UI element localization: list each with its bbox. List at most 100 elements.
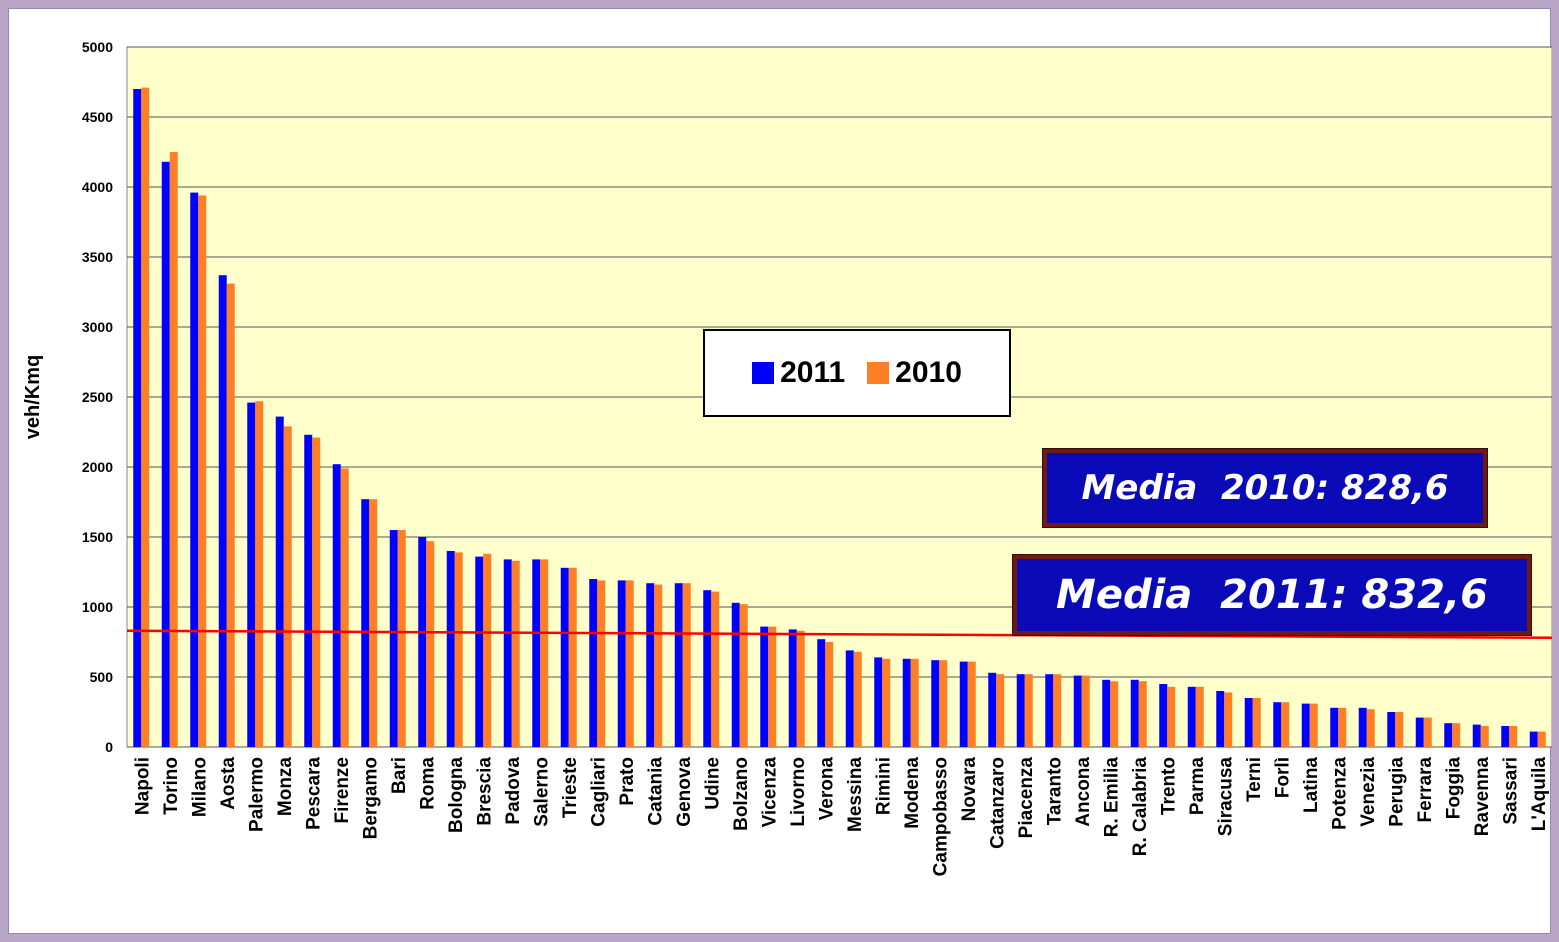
bar-2010-47 <box>1480 726 1489 747</box>
x-tick-label: Rimini <box>873 757 894 815</box>
bar-2011-37 <box>1187 686 1196 747</box>
media-2010-label: Media 2010: 828,6 <box>1081 468 1449 508</box>
bar-2010-38 <box>1224 692 1233 747</box>
bar-2010-33 <box>1081 675 1090 747</box>
y-tick-labels: 0 500 1000 1500 2000 2500 3000 3500 4000 4500 5000 <box>82 39 113 755</box>
bars <box>133 87 1546 748</box>
bar-2010-20 <box>711 591 720 747</box>
y-tick-label: 1000 <box>82 599 113 615</box>
x-tick-label: Novara <box>959 757 980 822</box>
bar-2010-7 <box>340 468 349 747</box>
bar-2010-24 <box>825 642 834 747</box>
bar-2010-16 <box>597 580 606 747</box>
x-tick-label: Bologna <box>446 757 467 833</box>
x-tick-label: Terni <box>1244 757 1265 802</box>
average-line <box>126 629 1552 640</box>
bar-2010-14 <box>540 559 549 747</box>
x-tick-label: Catanzaro <box>987 757 1008 849</box>
bar-2011-32 <box>1045 674 1054 747</box>
bar-2011-5 <box>275 416 284 747</box>
bar-2010-30 <box>996 674 1005 747</box>
x-tick-label: Bolzano <box>731 757 752 831</box>
y-axis-label: veh/Kmq <box>22 355 44 439</box>
bar-2010-29 <box>967 661 976 747</box>
bar-2011-42 <box>1330 707 1339 747</box>
bar-2010-21 <box>739 604 748 747</box>
bar-2010-0 <box>141 87 150 748</box>
bar-2010-46 <box>1452 723 1461 747</box>
bar-2011-27 <box>902 658 911 747</box>
bar-2010-31 <box>1024 674 1033 747</box>
x-tick-label: R. Emilia <box>1101 757 1122 838</box>
bar-2011-26 <box>874 657 883 747</box>
bar-2011-15 <box>560 567 569 747</box>
x-tick-label: Napoli <box>132 757 153 815</box>
bar-2011-17 <box>617 580 626 747</box>
x-tick-label: Foggia <box>1443 757 1464 820</box>
bar-2011-36 <box>1159 684 1168 747</box>
bar-2010-17 <box>625 580 634 747</box>
bar-2011-18 <box>646 583 655 747</box>
bar-2011-4 <box>247 402 256 747</box>
x-tick-label: Ravenna <box>1472 757 1493 837</box>
bar-2011-29 <box>959 661 968 747</box>
bar-2011-2 <box>190 192 199 748</box>
x-tick-label: Forlì <box>1272 757 1293 798</box>
x-tick-label: Udine <box>702 757 723 810</box>
x-tick-label: Sassari <box>1500 757 1521 825</box>
bar-2011-30 <box>988 672 997 747</box>
bar-2011-48 <box>1501 726 1510 747</box>
media-2011-box: Media 2011: 832,6 <box>1013 555 1531 635</box>
x-tick-label: Genova <box>674 757 695 827</box>
bar-2011-23 <box>788 629 797 747</box>
bar-2011-0 <box>133 89 142 747</box>
bar-2010-6 <box>312 437 321 747</box>
bar-2010-34 <box>1110 681 1119 747</box>
x-tick-label: Firenze <box>332 757 353 824</box>
bar-2010-19 <box>682 583 691 747</box>
x-tick-label: Aosta <box>218 757 239 810</box>
bar-2011-13 <box>503 559 512 747</box>
x-tick-label: Palermo <box>246 757 267 832</box>
y-tick-label: 3500 <box>82 249 113 265</box>
bar-2011-14 <box>532 559 541 747</box>
bar-2010-48 <box>1509 726 1518 747</box>
y-tick-label: 5000 <box>82 39 113 55</box>
bar-2010-28 <box>939 660 948 747</box>
bar-2011-44 <box>1387 712 1396 747</box>
bar-2011-16 <box>589 579 598 747</box>
bar-2010-4 <box>255 401 264 747</box>
y-tick-label: 1500 <box>82 529 113 545</box>
x-tick-label: Messina <box>845 757 866 832</box>
bar-2011-24 <box>817 639 826 747</box>
legend-swatch-2011 <box>752 362 775 384</box>
bar-2010-35 <box>1138 681 1147 747</box>
x-tick-label: Potenza <box>1329 757 1350 830</box>
bar-2010-27 <box>910 658 919 747</box>
x-tick-label: Bergamo <box>360 757 381 839</box>
bar-2011-8 <box>361 499 370 747</box>
legend: 2011 2010 <box>703 329 1011 417</box>
bar-2010-10 <box>426 541 435 747</box>
y-tick-label: 4000 <box>82 179 113 195</box>
bar-2010-15 <box>568 567 577 747</box>
bar-2011-28 <box>931 660 940 747</box>
legend-swatch-2010 <box>867 362 890 384</box>
bar-2011-11 <box>446 551 455 747</box>
bar-2010-42 <box>1338 707 1347 747</box>
bar-2010-32 <box>1053 674 1062 747</box>
x-tick-label: R. Calabria <box>1130 757 1151 857</box>
bar-2010-40 <box>1281 702 1290 747</box>
x-tick-label: Latina <box>1301 757 1322 813</box>
bar-2011-1 <box>161 161 170 748</box>
bar-2011-38 <box>1216 691 1225 747</box>
x-tick-labels: Napoli Torino Milano Aosta Palermo Monza Pesca… <box>132 757 1550 877</box>
bar-2010-9 <box>397 530 406 747</box>
bar-2011-33 <box>1073 675 1082 747</box>
bar-2011-31 <box>1016 674 1025 747</box>
bar-2010-36 <box>1167 686 1176 747</box>
x-tick-label: L'Aquila <box>1529 757 1550 832</box>
y-tick-label: 3000 <box>82 319 113 335</box>
bar-2010-23 <box>796 630 805 747</box>
x-tick-label: Trento <box>1158 757 1179 815</box>
